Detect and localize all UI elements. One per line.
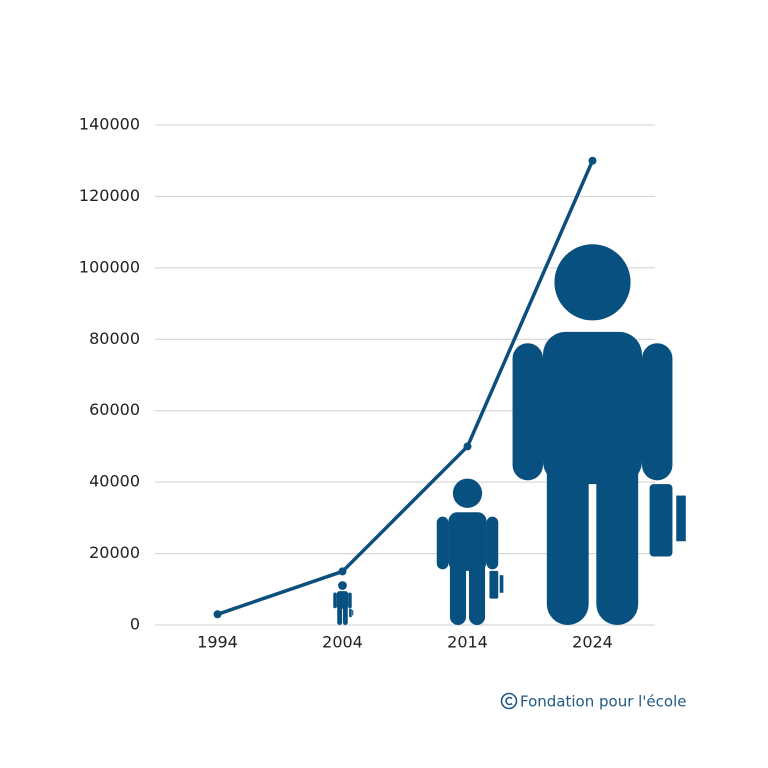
x-tick-label: 2014: [447, 633, 488, 652]
briefcase: [649, 484, 673, 557]
leg: [596, 434, 639, 625]
briefcase-side: [499, 575, 504, 593]
arm: [641, 343, 673, 481]
y-tick-label: 20000: [89, 543, 140, 562]
person-pictogram: [333, 581, 354, 625]
x-tick-label: 1994: [197, 633, 238, 652]
point: [338, 567, 347, 576]
person-pictogram: [512, 244, 686, 625]
credit: Fondation pour l'école: [520, 693, 686, 711]
y-tick-label: 80000: [89, 329, 140, 348]
leg: [342, 603, 348, 625]
x-tick-label: 2024: [572, 633, 613, 652]
arm: [333, 592, 337, 609]
head: [338, 581, 347, 590]
point: [463, 442, 472, 451]
arm: [486, 516, 499, 570]
arm: [512, 343, 544, 481]
briefcase-side: [352, 610, 354, 616]
head: [554, 244, 631, 321]
y-tick-label: 60000: [89, 400, 140, 419]
briefcase: [349, 608, 352, 618]
y-tick-label: 140000: [79, 115, 140, 134]
arm: [348, 592, 352, 609]
y-tick-label: 120000: [79, 186, 140, 205]
copyright-icon: [500, 692, 518, 710]
briefcase: [489, 570, 499, 599]
leg: [546, 434, 589, 625]
y-tick-label: 100000: [79, 257, 140, 276]
x-tick-label: 2004: [322, 633, 363, 652]
point: [213, 610, 222, 619]
leg: [449, 551, 467, 625]
arm: [436, 516, 449, 570]
y-tick-label: 0: [130, 615, 140, 634]
point: [588, 156, 597, 165]
line: [216, 160, 595, 616]
person-pictogram: [436, 478, 504, 625]
leg: [337, 603, 343, 625]
y-tick-label: 40000: [89, 472, 140, 491]
head: [452, 478, 483, 508]
leg: [468, 551, 486, 625]
briefcase-side: [676, 495, 686, 542]
